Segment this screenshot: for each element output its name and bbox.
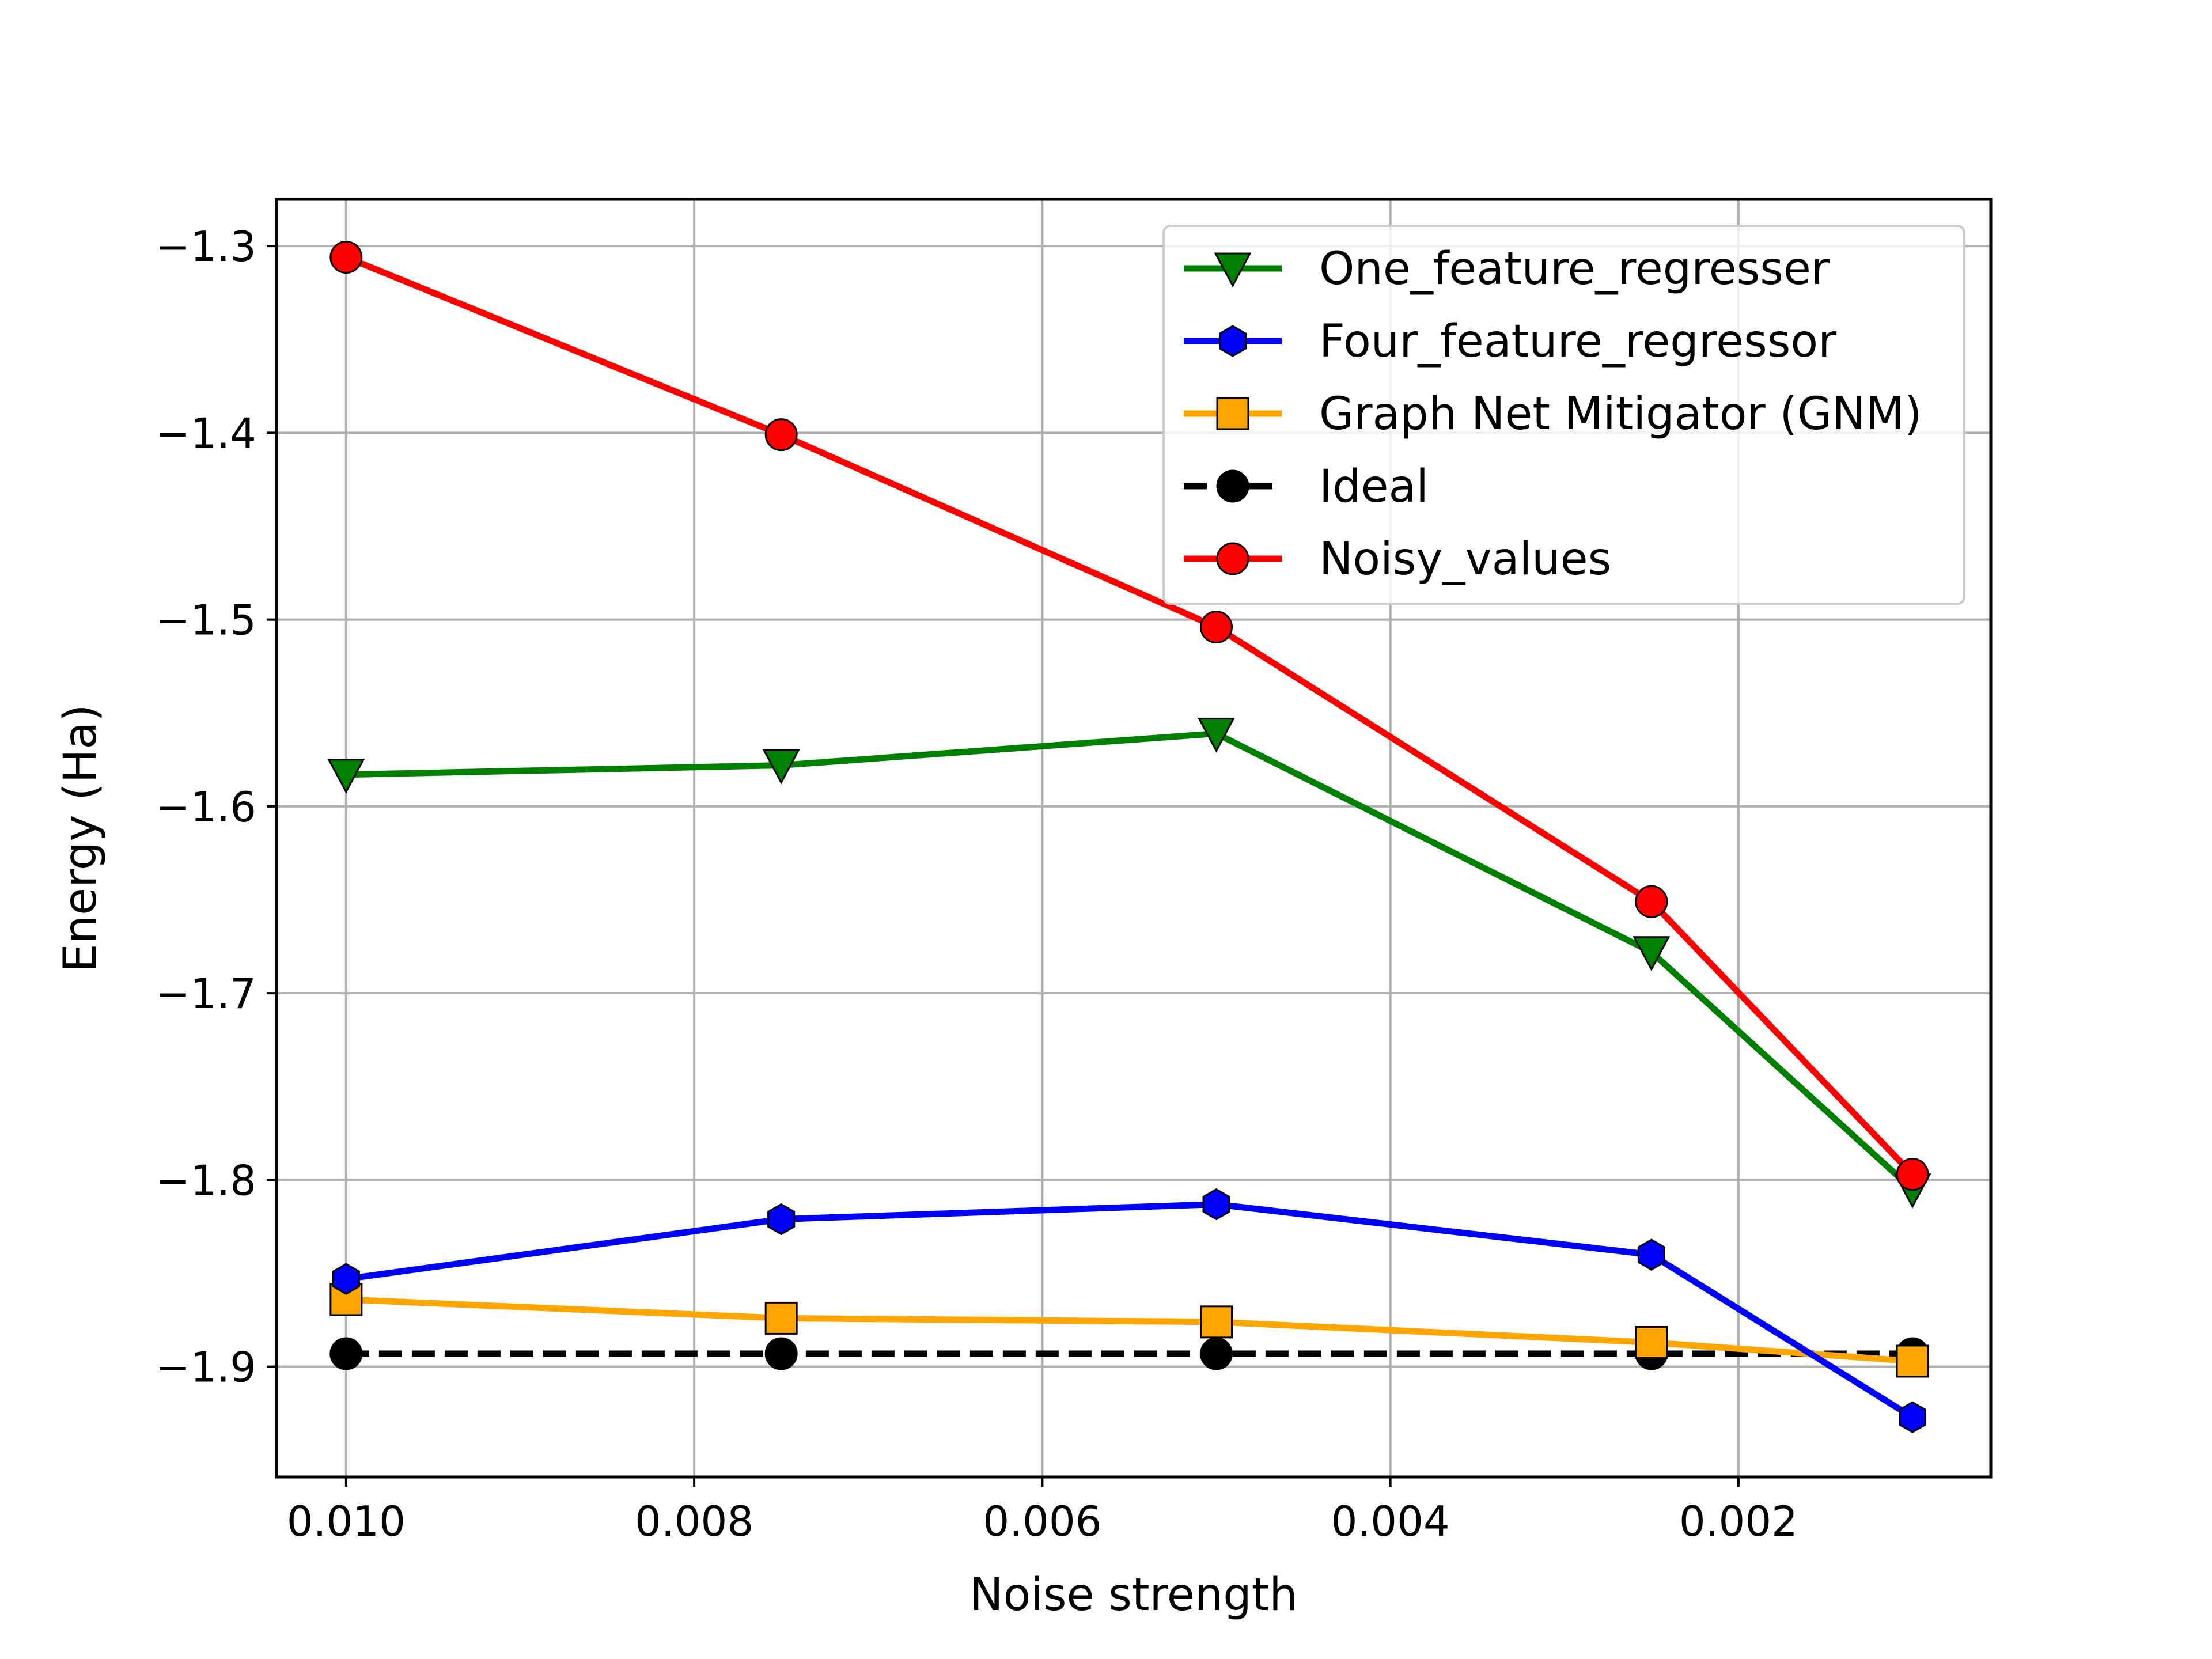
data-point xyxy=(1635,885,1668,918)
data-point xyxy=(764,418,798,452)
data-point xyxy=(1899,1401,1927,1433)
y-tick-label: −1.9 xyxy=(156,1343,256,1392)
x-tick-label: 0.008 xyxy=(635,1497,753,1546)
data-point xyxy=(329,1337,363,1370)
data-point xyxy=(327,759,365,794)
y-axis-label: Energy (Ha) xyxy=(55,704,107,972)
series-noisy-values xyxy=(329,241,1929,1191)
legend-label: Noisy_values xyxy=(1319,533,1611,585)
data-point xyxy=(1896,1344,1929,1378)
y-tick-label: −1.6 xyxy=(156,783,256,831)
series-one-feature-regresser xyxy=(327,717,1931,1209)
x-axis-label: Noise strength xyxy=(969,1569,1298,1621)
axis-ticks: 0.010 0.008 0.006 0.004 0.002 −1.3 −1.4 −1.5 −1.… xyxy=(156,222,1798,1546)
y-tick-label: −1.5 xyxy=(156,596,256,645)
legend-marker xyxy=(1216,397,1249,430)
data-point xyxy=(1202,1188,1230,1221)
x-tick-label: 0.010 xyxy=(287,1497,406,1546)
legend-label: Graph Net Mitigator (GNM) xyxy=(1319,388,1922,440)
legend-marker xyxy=(1216,542,1249,575)
data-point xyxy=(1198,717,1236,753)
x-tick-label: 0.004 xyxy=(1331,1497,1450,1546)
y-tick-label: −1.8 xyxy=(156,1156,256,1205)
y-tick-label: −1.4 xyxy=(156,409,256,457)
x-tick-label: 0.002 xyxy=(1679,1497,1798,1546)
data-point xyxy=(767,1203,796,1236)
data-point xyxy=(764,1337,798,1370)
data-point xyxy=(329,241,363,274)
x-tick-label: 0.006 xyxy=(983,1497,1101,1546)
y-tick-label: −1.3 xyxy=(156,222,256,271)
plot-series xyxy=(327,241,1931,1433)
legend: One_feature_regresser Four_feature_regres… xyxy=(1162,225,1965,605)
legend-label: One_feature_regresser xyxy=(1319,243,1830,295)
data-point xyxy=(1635,1326,1668,1359)
data-point xyxy=(1637,1238,1665,1271)
data-point xyxy=(1200,611,1233,644)
y-tick-label: −1.7 xyxy=(156,969,256,1018)
grid xyxy=(276,199,1991,1477)
data-point xyxy=(1633,936,1671,971)
plot-frame xyxy=(275,198,1993,1479)
data-point xyxy=(1896,1158,1929,1191)
data-point xyxy=(332,1263,360,1296)
data-point xyxy=(764,1301,798,1335)
legend-box xyxy=(1162,225,1965,605)
series-line xyxy=(343,730,1916,1193)
data-point xyxy=(1200,1305,1233,1339)
legend-marker xyxy=(1218,325,1247,357)
legend-label: Four_feature_regressor xyxy=(1319,316,1837,368)
data-point xyxy=(1200,1337,1233,1370)
series-four-feature-regressor xyxy=(332,1188,1927,1433)
legend-label: Ideal xyxy=(1319,461,1429,513)
legend-marker xyxy=(1214,252,1252,288)
data-point xyxy=(762,749,800,785)
legend-marker xyxy=(1216,469,1249,503)
series-graph-net-mitigator-gnm xyxy=(329,1283,1929,1378)
